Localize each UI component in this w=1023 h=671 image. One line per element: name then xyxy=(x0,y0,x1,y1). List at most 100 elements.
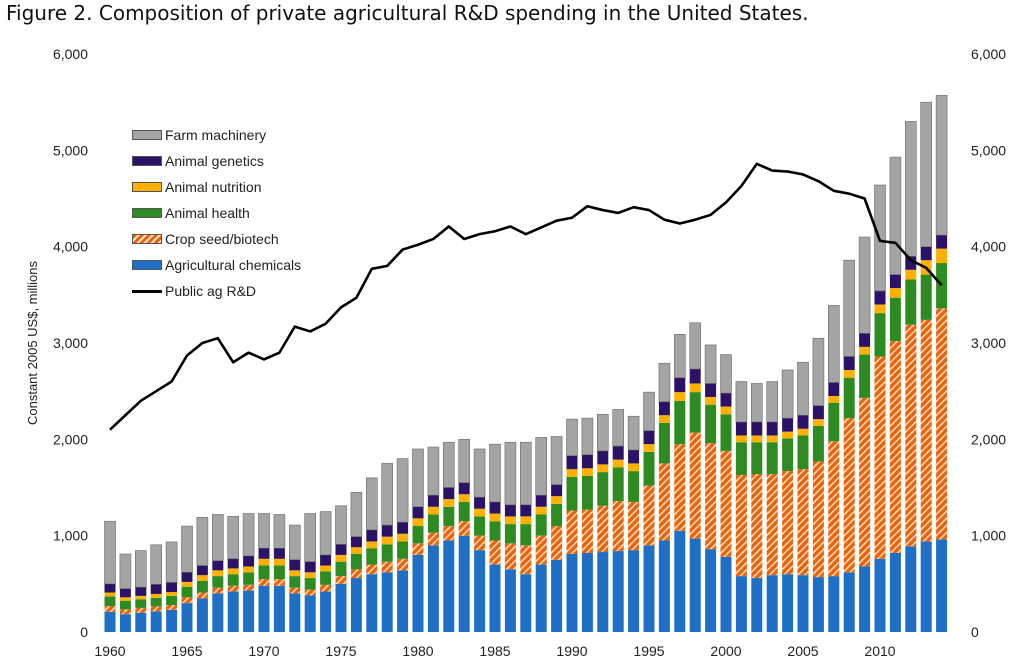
bar-animal-health-2002 xyxy=(751,442,763,475)
x-tick: 1965 xyxy=(171,643,202,659)
bar-crop-seed-biotech-1987 xyxy=(520,545,532,575)
bar-agricultural-chemicals-2013 xyxy=(920,541,932,632)
bar-farm-machinery-1993 xyxy=(612,409,625,447)
bar-crop-seed-biotech-2003 xyxy=(766,474,778,576)
bar-agricultural-chemicals-1971 xyxy=(273,585,285,632)
bar-animal-health-1988 xyxy=(535,514,547,536)
bar-crop-seed-biotech-1960 xyxy=(104,605,116,612)
bar-animal-genetics-1994 xyxy=(628,449,640,464)
bar-animal-genetics-1990 xyxy=(566,455,578,470)
bar-farm-machinery-2005 xyxy=(797,361,809,416)
bar-animal-genetics-1996 xyxy=(658,401,670,416)
bar-animal-health-2006 xyxy=(812,425,824,462)
bar-crop-seed-biotech-1990 xyxy=(566,510,578,554)
bar-crop-seed-biotech-1961 xyxy=(119,609,131,615)
bar-animal-health-2007 xyxy=(828,402,840,442)
bar-farm-machinery-1982 xyxy=(442,441,455,488)
bar-animal-health-1990 xyxy=(566,476,578,511)
bar-farm-machinery-1962 xyxy=(135,550,147,588)
bar-agricultural-chemicals-1975 xyxy=(335,583,347,632)
bar-animal-nutrition-1978 xyxy=(381,536,393,545)
bar-crop-seed-biotech-2006 xyxy=(812,461,824,578)
bar-animal-health-1971 xyxy=(273,565,285,580)
bar-animal-health-1964 xyxy=(166,595,178,606)
bar-agricultural-chemicals-2011 xyxy=(889,553,901,632)
bar-farm-machinery-1980 xyxy=(412,448,424,508)
bar-animal-nutrition-2008 xyxy=(843,369,855,378)
bar-agricultural-chemicals-1996 xyxy=(658,540,670,632)
bar-animal-nutrition-1993 xyxy=(612,459,624,468)
bar-animal-health-1982 xyxy=(443,506,455,527)
bar-animal-nutrition-1982 xyxy=(443,499,455,507)
bar-agricultural-chemicals-2012 xyxy=(905,546,917,632)
bar-crop-seed-biotech-2010 xyxy=(874,356,886,559)
bar-animal-genetics-1988 xyxy=(535,495,547,507)
bar-agricultural-chemicals-2014 xyxy=(936,539,948,632)
bar-farm-machinery-1994 xyxy=(627,415,640,451)
bar-animal-genetics-2000 xyxy=(720,393,732,407)
bar-farm-machinery-1961 xyxy=(119,553,132,589)
bar-animal-genetics-1987 xyxy=(520,504,532,517)
bar-animal-health-1978 xyxy=(381,544,393,562)
bar-agricultural-chemicals-1998 xyxy=(689,538,701,632)
y-tick-left: 1,000 xyxy=(53,528,88,544)
bar-agricultural-chemicals-1970 xyxy=(258,585,270,632)
bar-crop-seed-biotech-1989 xyxy=(551,526,563,560)
bar-animal-nutrition-2014 xyxy=(936,248,948,264)
bar-farm-machinery-1963 xyxy=(150,544,162,585)
bar-animal-genetics-1964 xyxy=(166,582,178,593)
bar-farm-machinery-1974 xyxy=(319,511,332,556)
x-tick: 1995 xyxy=(633,643,664,659)
legend-item-crop-seed: Crop seed/biotech xyxy=(132,226,301,252)
bar-animal-genetics-1989 xyxy=(551,484,563,497)
legend-swatch-animal-nutrition xyxy=(132,182,162,192)
bar-animal-genetics-2007 xyxy=(828,382,840,396)
bar-farm-machinery-2002 xyxy=(750,383,763,423)
bar-farm-machinery-1981 xyxy=(427,446,440,496)
bar-animal-health-1985 xyxy=(489,521,501,541)
bar-agricultural-chemicals-2003 xyxy=(766,575,778,632)
legend-swatch-crop-seed xyxy=(132,234,162,244)
bar-animal-health-2008 xyxy=(843,377,855,419)
bar-animal-genetics-2009 xyxy=(859,333,871,347)
bar-farm-machinery-2001 xyxy=(735,381,748,423)
bar-agricultural-chemicals-2000 xyxy=(720,556,732,632)
x-tick: 2005 xyxy=(787,643,818,659)
bar-animal-genetics-1977 xyxy=(366,529,378,542)
legend-item-public-ag-rd: Public ag R&D xyxy=(132,278,301,304)
bar-animal-nutrition-2010 xyxy=(874,304,886,314)
bar-agricultural-chemicals-1963 xyxy=(150,611,162,632)
bar-animal-genetics-1972 xyxy=(289,559,301,571)
bar-animal-nutrition-1987 xyxy=(520,516,532,525)
bar-farm-machinery-1960 xyxy=(104,520,116,585)
x-tick: 1975 xyxy=(325,643,356,659)
y-tick-right: 1,000 xyxy=(971,528,1006,544)
legend: Farm machinery Animal genetics Animal nu… xyxy=(132,122,301,304)
bar-crop-seed-biotech-1962 xyxy=(135,607,147,613)
bar-farm-machinery-2006 xyxy=(812,337,825,406)
bar-animal-health-1973 xyxy=(304,578,316,590)
bar-agricultural-chemicals-1980 xyxy=(412,554,424,632)
figure-title: Figure 2. Composition of private agricul… xyxy=(6,1,809,25)
bar-animal-health-2005 xyxy=(797,435,809,470)
bar-animal-nutrition-1985 xyxy=(489,513,501,522)
y-tick-right: 5,000 xyxy=(971,142,1006,158)
bar-farm-machinery-1988 xyxy=(535,437,548,496)
bar-animal-health-1981 xyxy=(427,514,439,533)
bar-crop-seed-biotech-1999 xyxy=(705,443,717,550)
bar-animal-health-1991 xyxy=(581,475,593,510)
bar-animal-nutrition-1997 xyxy=(674,392,686,401)
bar-farm-machinery-1969 xyxy=(242,513,255,557)
bar-animal-genetics-2005 xyxy=(797,415,809,429)
bar-animal-nutrition-1961 xyxy=(119,597,131,601)
bar-animal-nutrition-2006 xyxy=(812,419,824,426)
bar-agricultural-chemicals-1961 xyxy=(119,614,131,632)
bar-animal-health-2004 xyxy=(782,438,794,472)
y-tick-right: 6,000 xyxy=(971,46,1006,62)
bar-agricultural-chemicals-1985 xyxy=(489,564,501,632)
bar-animal-genetics-1992 xyxy=(597,450,609,465)
bar-animal-health-1975 xyxy=(335,561,347,577)
legend-label-animal-health: Animal health xyxy=(165,205,250,221)
bar-crop-seed-biotech-1978 xyxy=(381,561,393,573)
bar-agricultural-chemicals-1982 xyxy=(443,540,455,632)
